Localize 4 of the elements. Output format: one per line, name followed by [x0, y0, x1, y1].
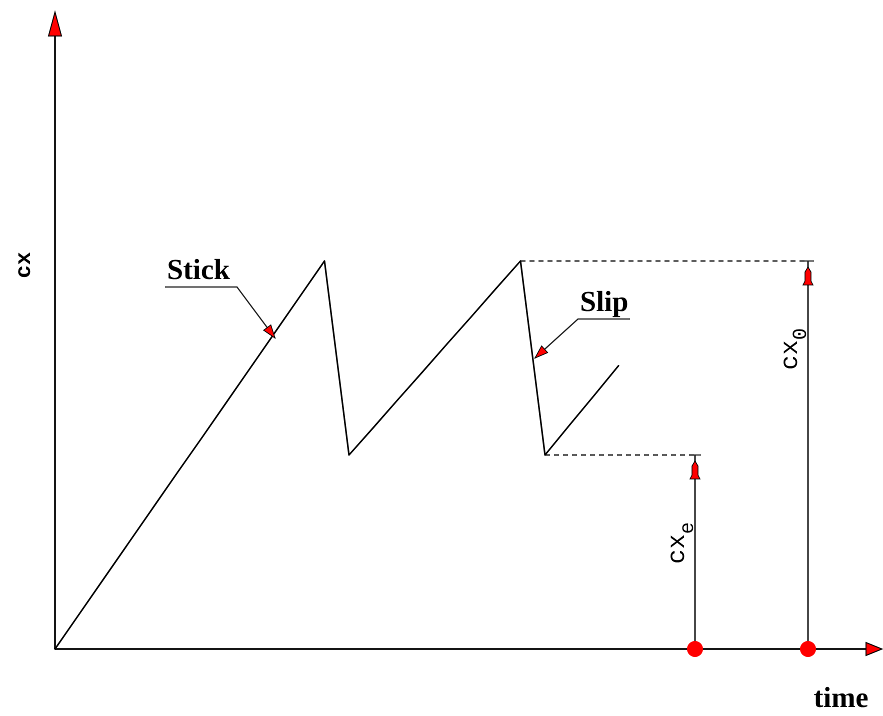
annotation: Slip — [580, 286, 628, 318]
annotation: Stick — [167, 254, 231, 286]
x-axis-title: time — [814, 682, 868, 714]
y-axis-title: cx — [12, 252, 36, 278]
